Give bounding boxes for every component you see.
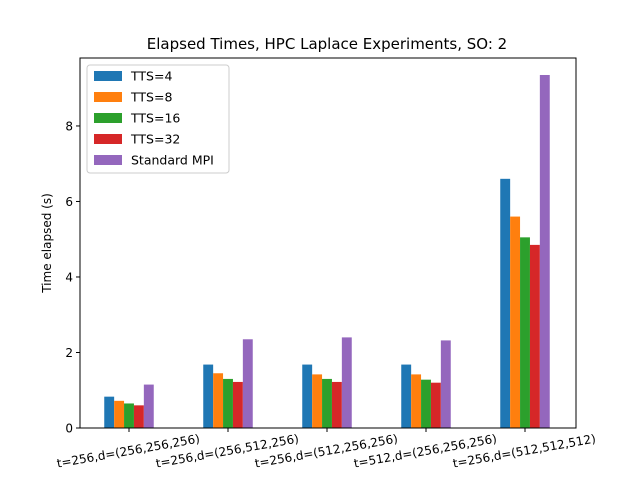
legend-swatch [94,134,122,144]
bar-2-5 [510,216,521,428]
legend-swatch [94,71,122,81]
bar-5-5 [539,74,550,429]
legend-box [86,64,230,174]
legend-label: Standard MPI [131,153,214,168]
y-tick-label: 4 [65,270,73,284]
chart-title: Elapsed Times, HPC Laplace Experiments, … [147,35,507,53]
bar-3-3 [322,378,332,428]
bar-2-4 [411,374,422,428]
bar-3-4 [421,379,431,428]
legend: TTS=4 TTS=8 TTS=16 TTS=32 Standard MPI [86,64,230,174]
bar-1-2 [203,364,214,428]
bar-1-3 [302,364,313,428]
legend-label: TTS=16 [130,111,180,126]
bar-1-5 [500,178,511,428]
y-axis-ticks: 0 2 4 6 8 [65,119,80,436]
bar-2-3 [312,374,323,428]
bar-4-4 [430,382,441,428]
legend-swatch [94,92,122,102]
y-tick-label: 8 [65,119,73,133]
bar-4-2 [232,381,243,428]
x-axis-ticks: t=256,d=(256,256,256)t=256,d=(256,512,25… [56,428,597,471]
bars-group [104,74,550,429]
legend-label: TTS=8 [130,90,172,105]
bar-2-2 [213,373,224,428]
bar-5-3 [341,337,352,428]
bar-3-5 [520,237,530,428]
legend-swatch [94,155,122,165]
bar-1-1 [104,396,115,428]
legend-label: TTS=32 [130,132,180,147]
legend-swatch [94,113,122,123]
y-axis-label: Time elapsed (s) [40,193,54,294]
bar-4-5 [529,244,540,428]
y-tick-label: 2 [65,346,73,360]
plot-frame [79,57,577,429]
bar-4-3 [331,381,342,428]
bar-4-1 [133,405,144,428]
y-tick-label: 6 [65,195,73,209]
bar-2-1 [114,400,125,428]
y-tick-label: 0 [65,422,73,436]
bar-5-4 [440,340,451,428]
legend-label: TTS=4 [130,69,172,84]
bar-3-2 [223,378,233,428]
bar-5-2 [242,339,253,428]
bar-3-1 [124,403,134,428]
bar-1-4 [401,364,412,428]
bar-5-1 [143,384,154,428]
